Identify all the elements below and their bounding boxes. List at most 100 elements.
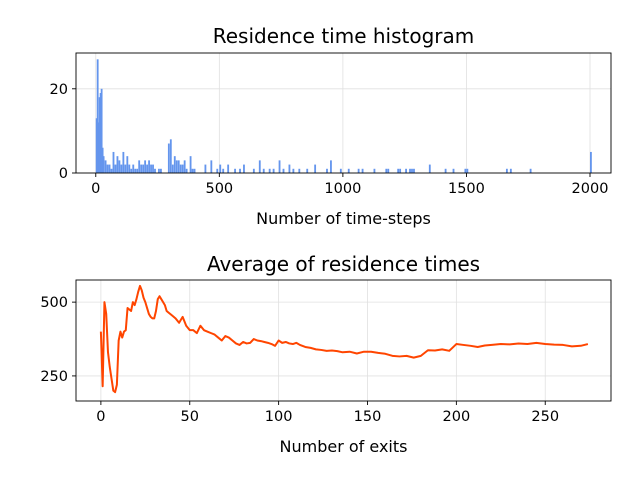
histogram-bar (146, 164, 149, 173)
histogram-bar (104, 160, 107, 173)
histogram-bar (169, 139, 172, 173)
histogram-bar (175, 160, 178, 173)
histogram-bar (150, 164, 152, 173)
histogram-bar (529, 168, 532, 173)
histogram-xlabel: Number of time-steps (256, 209, 431, 228)
histogram-bar (132, 164, 135, 173)
histogram-bar (97, 122, 100, 173)
histogram-xtick-label: 0 (91, 181, 100, 197)
histogram-bar (181, 164, 184, 173)
histogram-bar (292, 168, 295, 173)
histogram-ytick-label: 20 (50, 82, 68, 98)
histogram-bar (124, 164, 127, 173)
histogram-bar (183, 160, 186, 173)
histogram-bar (136, 168, 139, 173)
average-ticks: 0 50 100 150 200 250 250 500 (40, 295, 559, 425)
histogram-bar (98, 97, 101, 173)
histogram-bar (278, 160, 281, 173)
histogram-bar (262, 168, 265, 173)
average-xlabel: Number of exits (280, 437, 408, 456)
histogram-bar (288, 164, 291, 173)
average-xtick-label: 0 (96, 409, 105, 425)
histogram-bar (160, 168, 162, 173)
average-ytick-label: 500 (40, 295, 68, 311)
histogram-xtick-label: 1000 (324, 181, 361, 197)
histogram-xtick-label: 1500 (448, 181, 485, 197)
histogram-bar (413, 168, 415, 173)
histogram-bar (234, 168, 236, 173)
histogram-bar (373, 168, 376, 173)
histogram-bar (144, 160, 147, 173)
average-xtick-label: 150 (354, 409, 382, 425)
histogram-bar (130, 168, 133, 173)
histogram-bar (102, 156, 105, 173)
histogram-bar (282, 168, 285, 173)
histogram-bar (100, 88, 103, 173)
average-line (99, 284, 589, 394)
histogram-bar (347, 168, 350, 173)
histogram-bar (314, 164, 317, 173)
histogram-ytick-label: 0 (59, 166, 68, 182)
histogram-bar (118, 160, 121, 173)
histogram-bar (466, 168, 469, 173)
histogram-bar (397, 168, 400, 173)
histogram-bar (148, 160, 150, 173)
histogram-bar (387, 168, 390, 173)
histogram-bar (219, 164, 222, 173)
histogram-bar (126, 156, 129, 173)
histogram-bar (167, 143, 170, 173)
histogram-bar (339, 168, 342, 173)
histogram-xtick-label: 500 (205, 181, 233, 197)
histogram-bar (210, 160, 213, 173)
histogram-bar (101, 147, 104, 173)
histogram-bar (385, 168, 388, 173)
histogram-bar (509, 168, 512, 173)
histogram-bar (227, 164, 230, 173)
histogram-bar (134, 168, 137, 173)
histogram-bar (108, 164, 111, 173)
histogram-bar (361, 168, 364, 173)
histogram-bar (96, 59, 99, 173)
histogram-bar (152, 164, 154, 173)
histogram-bar (99, 93, 102, 173)
histogram-xtick-label: 2000 (572, 181, 609, 197)
average-frame (75, 279, 612, 402)
histogram-bar (140, 164, 143, 173)
histogram-panel: 0 500 1000 1500 2000 0 20 Residence time histo… (50, 24, 612, 228)
histogram-bar (399, 168, 402, 173)
average-xtick-label: 50 (181, 409, 199, 425)
histogram-bar (222, 168, 225, 173)
histogram-bar (193, 168, 196, 173)
average-xtick-label: 250 (531, 409, 559, 425)
histogram-bar (142, 164, 145, 173)
histogram-frame (75, 52, 612, 174)
histogram-bar (95, 118, 98, 173)
histogram-bar (158, 168, 160, 173)
histogram-bar (185, 168, 188, 173)
histogram-bar (409, 168, 411, 173)
histogram-bar (179, 164, 182, 173)
histogram-bar (122, 151, 125, 173)
histogram-bar (177, 160, 180, 173)
average-ytick-label: 250 (40, 369, 68, 385)
histogram-bar (189, 156, 192, 173)
histogram-bars (95, 59, 592, 173)
average-xtick-label: 100 (265, 409, 293, 425)
histogram-bar (464, 168, 467, 173)
average-title: Average of residence times (207, 252, 480, 276)
histogram-bar (326, 168, 328, 173)
histogram-ticks: 0 500 1000 1500 2000 0 20 (50, 82, 609, 197)
histogram-bar (114, 164, 117, 173)
histogram-bar (243, 164, 245, 173)
histogram-bar (116, 156, 119, 173)
histogram-bar (411, 168, 413, 173)
histogram-bar (444, 168, 447, 173)
histogram-bar (306, 168, 309, 173)
histogram-bar (138, 160, 141, 173)
histogram-bar (252, 168, 255, 173)
histogram-bar (106, 164, 109, 173)
average-xtick-label: 200 (443, 409, 471, 425)
histogram-bar (357, 168, 360, 173)
